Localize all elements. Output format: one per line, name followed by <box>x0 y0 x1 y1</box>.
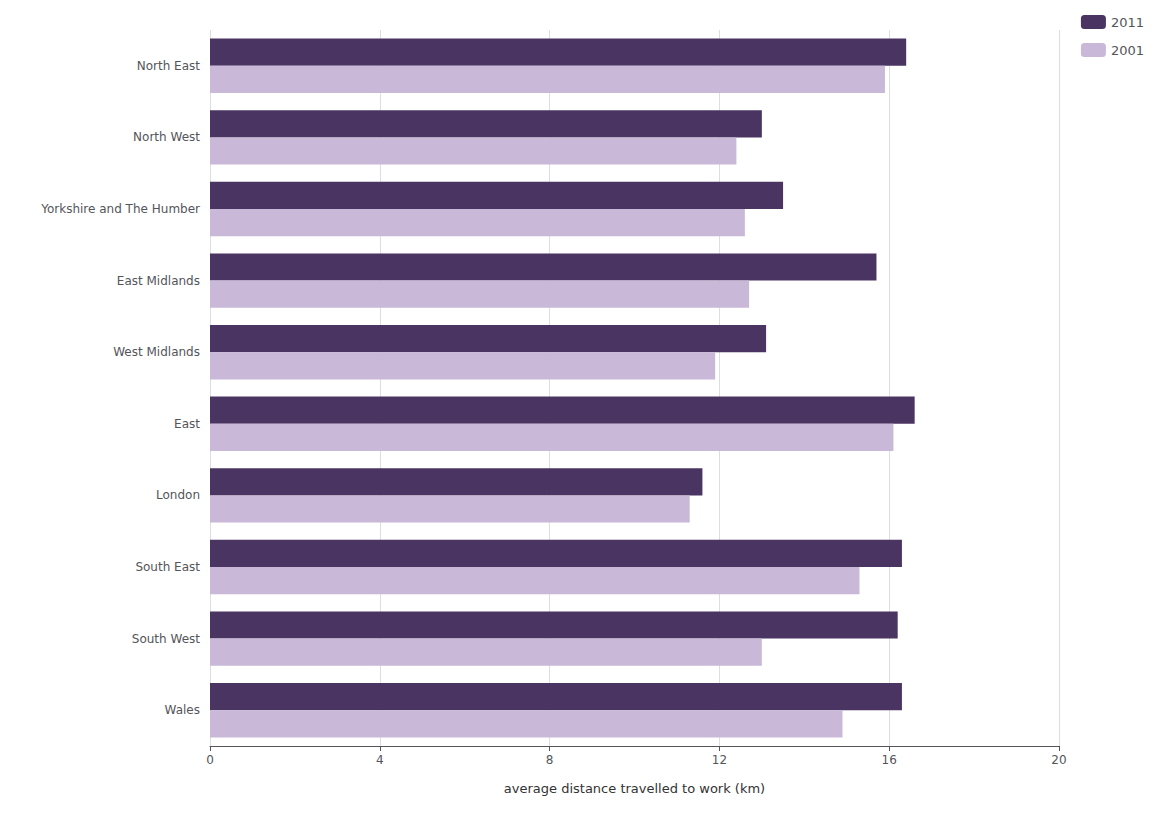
svg-text:average distance travelled to: average distance travelled to work (km) <box>504 781 765 796</box>
svg-text:2001: 2001 <box>1111 43 1144 58</box>
svg-text:North East: North East <box>137 59 201 73</box>
svg-text:South East: South East <box>135 560 200 574</box>
svg-text:2011: 2011 <box>1111 15 1144 30</box>
svg-text:North West: North West <box>133 130 200 144</box>
svg-text:Wales: Wales <box>165 703 200 717</box>
svg-text:4: 4 <box>376 753 384 767</box>
svg-text:20: 20 <box>1051 753 1066 767</box>
svg-text:London: London <box>156 488 200 502</box>
svg-text:East Midlands: East Midlands <box>117 274 200 288</box>
svg-text:Yorkshire and The Humber: Yorkshire and The Humber <box>40 202 200 216</box>
svg-text:West Midlands: West Midlands <box>113 345 200 359</box>
svg-text:0: 0 <box>206 753 214 767</box>
svg-text:East: East <box>174 417 200 431</box>
svg-text:12: 12 <box>712 753 727 767</box>
svg-text:8: 8 <box>546 753 554 767</box>
svg-text:16: 16 <box>882 753 897 767</box>
svg-text:South West: South West <box>132 632 200 646</box>
